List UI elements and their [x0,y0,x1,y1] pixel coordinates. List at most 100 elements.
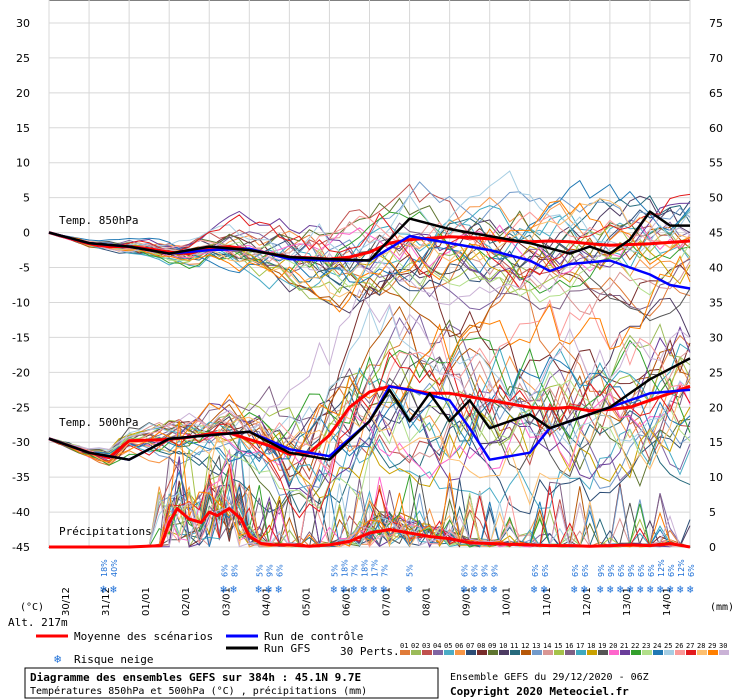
right-tick-label: 75 [709,17,723,30]
panel-label-precip: Précipitations [59,525,152,538]
snow-risk-pct: 6% [637,564,646,577]
snow-risk-pct: 6% [220,564,229,577]
pert-id-label: 18 [587,642,595,650]
pert-color-swatch [422,650,432,655]
member-t850-line [48,211,691,278]
pert-id-label: 06 [455,642,463,650]
x-tick-label: 05/01 [301,587,312,616]
snowflake-icon: ❄ [531,583,538,596]
chart-subtitle: Températures 850hPa et 500hPa (°C) , pré… [30,685,367,697]
x-tick-label: 09/01 [462,587,473,616]
series-line-5 [48,357,691,461]
snowflake-icon: ❄ [627,583,634,596]
pert-id-label: 13 [532,642,540,650]
legend-gfs-label: Run GFS [264,642,310,655]
left-tick-label: -40 [12,506,30,519]
right-tick-label: 60 [709,122,723,135]
pert-color-swatch [499,650,509,655]
panel-label-t850: Temp. 850hPa [59,214,138,227]
pert-color-swatch [598,650,608,655]
snowflake-icon: ❄ [100,583,107,596]
pert-color-swatch [620,650,630,655]
snowflake-icon: ❄ [340,583,347,596]
snowflake-icon: ❄ [110,583,117,596]
pert-color-swatch [543,650,553,655]
snow-risk-pct: 12% [657,559,666,577]
pert-id-label: 14 [543,642,551,650]
snow-risk-pct: 8% [230,564,239,577]
chart-title: Diagramme des ensembles GEFS sur 384h : … [30,671,361,684]
right-tick-label: 70 [709,52,723,65]
pert-id-label: 09 [488,642,496,650]
pert-id-label: 27 [686,642,694,650]
pert-color-swatch [532,650,542,655]
snowflake-icon: ❄ [617,583,624,596]
x-tick-label: 14/01 [662,587,673,616]
pert-color-swatch [587,650,597,655]
member-t500-line [48,349,691,496]
main-series [48,210,691,549]
x-tick-label: 11/01 [542,587,553,616]
pert-color-swatch [719,650,729,655]
pert-id-label: 03 [422,642,430,650]
pert-id-label: 29 [708,642,716,650]
snowflake-icon: ❄ [370,583,377,596]
pert-color-swatch [477,650,487,655]
pert-color-swatch [653,650,663,655]
snow-risk-pct: 5% [255,564,264,577]
snowflake-icon: ❄ [471,583,478,596]
left-tick-label: 10 [16,157,30,170]
x-axis-labels: 30/12 31/12 01/01 02/01 03/01 04/01 05/01 06/01… [61,587,673,616]
member-t500-line [48,288,691,450]
left-tick-label: -30 [12,436,30,449]
right-tick-label: 35 [709,296,723,309]
right-tick-label: 50 [709,192,723,205]
title-box [24,667,439,699]
snow-risk-pct: 7% [350,564,359,577]
pert-id-label: 16 [565,642,573,650]
member-t500-line [48,351,691,519]
left-tick-label: 15 [16,122,30,135]
run-info: Ensemble GEFS du 29/12/2020 - 06Z [450,672,649,683]
snowflake-icon: ❄ [360,583,367,596]
snow-risk-pct: 9% [627,564,636,577]
snow-risk-pct: 5% [330,564,339,577]
series-line-3 [48,384,691,460]
pert-color-swatch [708,650,718,655]
pert-color-swatch [510,650,520,655]
pert-id-label: 21 [620,642,628,650]
x-tick-label: 12/01 [582,587,593,616]
snowflake-icon: ❄ [406,583,413,596]
left-tick-label: -25 [12,401,30,414]
snowflake-icon: ❄ [265,583,272,596]
pert-color-swatch [576,650,586,655]
pert-id-label: 17 [576,642,584,650]
snowflake-icon: ❄ [54,652,61,666]
left-tick-label: -10 [12,296,30,309]
legend-mean-label: Moyenne des scénarios [74,630,213,643]
snowflake-icon: ❄ [220,583,227,596]
x-tick-label: 30/12 [61,587,72,616]
snowflake-icon: ❄ [637,583,644,596]
left-tick-label: -45 [12,541,30,554]
snow-risk-pct: 6% [571,564,580,577]
pert-id-label: 30 [719,642,727,650]
right-tick-label: 65 [709,87,723,100]
pert-id-label: 01 [400,642,408,650]
member-t850-line [48,211,691,294]
snow-risk-pct: 7% [380,564,389,577]
member-t500-line [48,343,691,485]
x-tick-label: 02/01 [181,587,192,616]
snow-risk-markers: 18%❄40%❄6%❄8%❄5%❄9%❄6%❄5%❄18%❄7%❄18%❄17%… [100,559,696,596]
right-axis-unit: (mm) [710,602,734,613]
pert-id-label: 28 [697,642,705,650]
left-tick-label: -15 [12,331,30,344]
snow-risk-pct: 9% [607,564,616,577]
left-tick-label: 5 [23,192,30,205]
pert-id-label: 22 [631,642,639,650]
left-axis-unit: (°C) [20,602,44,613]
pert-id-label: 19 [598,642,606,650]
left-tick-label: 20 [16,87,30,100]
snow-risk-pct: 6% [471,564,480,577]
snowflake-icon: ❄ [667,583,674,596]
